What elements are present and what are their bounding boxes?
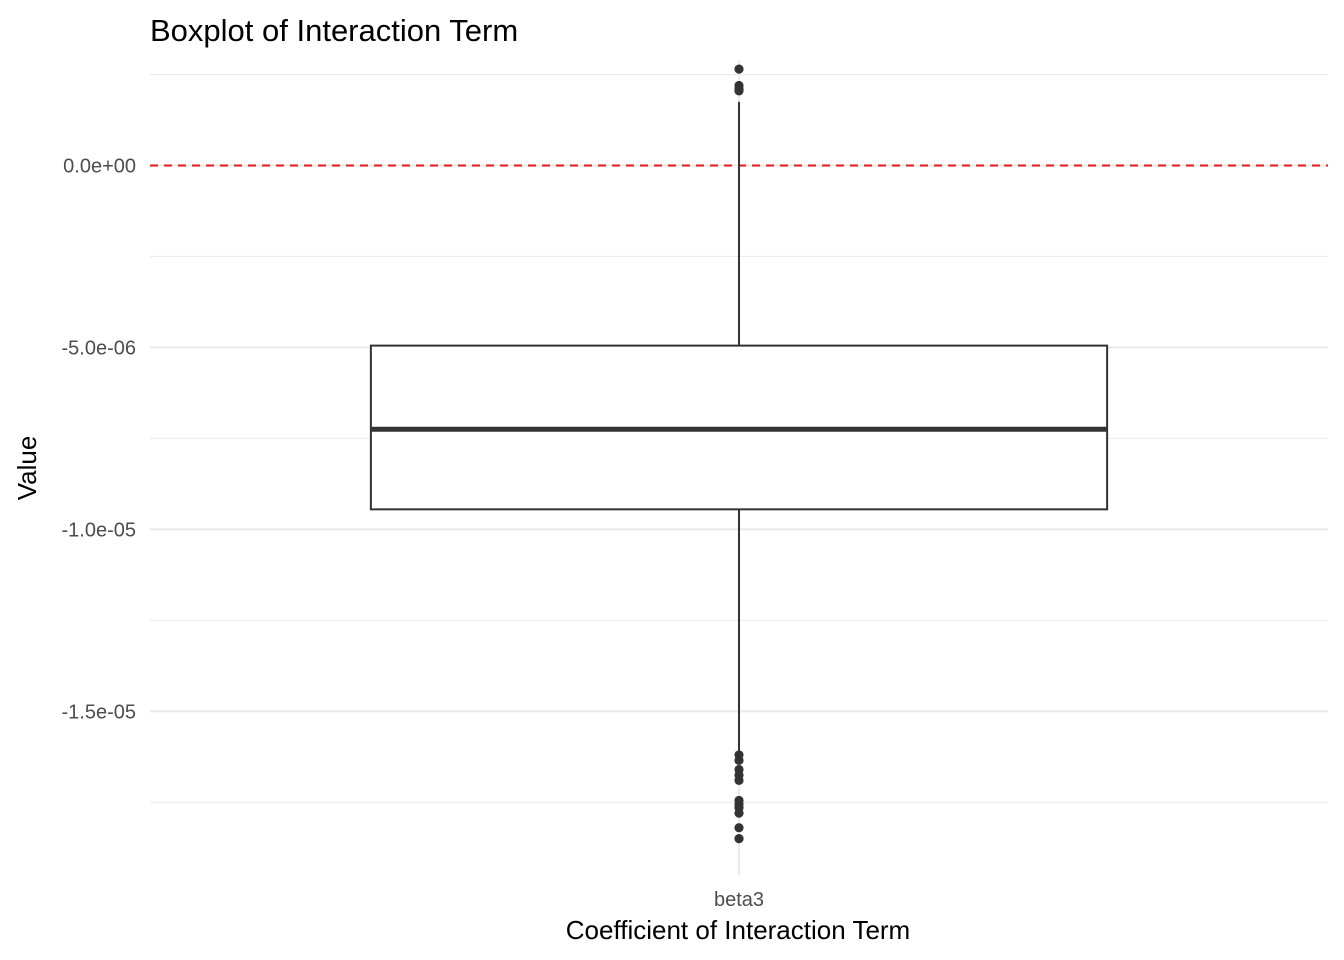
x-tick-label: beta3: [714, 889, 764, 911]
y-axis-title: Value: [12, 436, 42, 501]
boxes: [369, 64, 1109, 844]
x-axis-ticks: beta3: [714, 889, 764, 911]
outlier-point: [734, 823, 744, 833]
x-axis-title: Coefficient of Interaction Term: [566, 915, 910, 945]
y-tick-label: 0.0e+00: [63, 156, 136, 178]
y-tick-label: -1.5e-05: [62, 701, 137, 723]
outlier-point: [734, 808, 744, 818]
outlier-point: [734, 64, 744, 74]
outlier-point: [734, 755, 744, 765]
chart-title: Boxplot of Interaction Term: [150, 13, 518, 48]
y-axis-ticks: 0.0e+00 -5.0e-06 -1.0e-05 -1.5e-05: [62, 156, 137, 724]
outlier-point: [734, 775, 744, 786]
y-tick-label: -1.0e-05: [62, 519, 137, 541]
y-tick-label: -5.0e-06: [62, 337, 137, 359]
outlier-point: [734, 86, 744, 96]
outlier-point: [734, 834, 744, 844]
